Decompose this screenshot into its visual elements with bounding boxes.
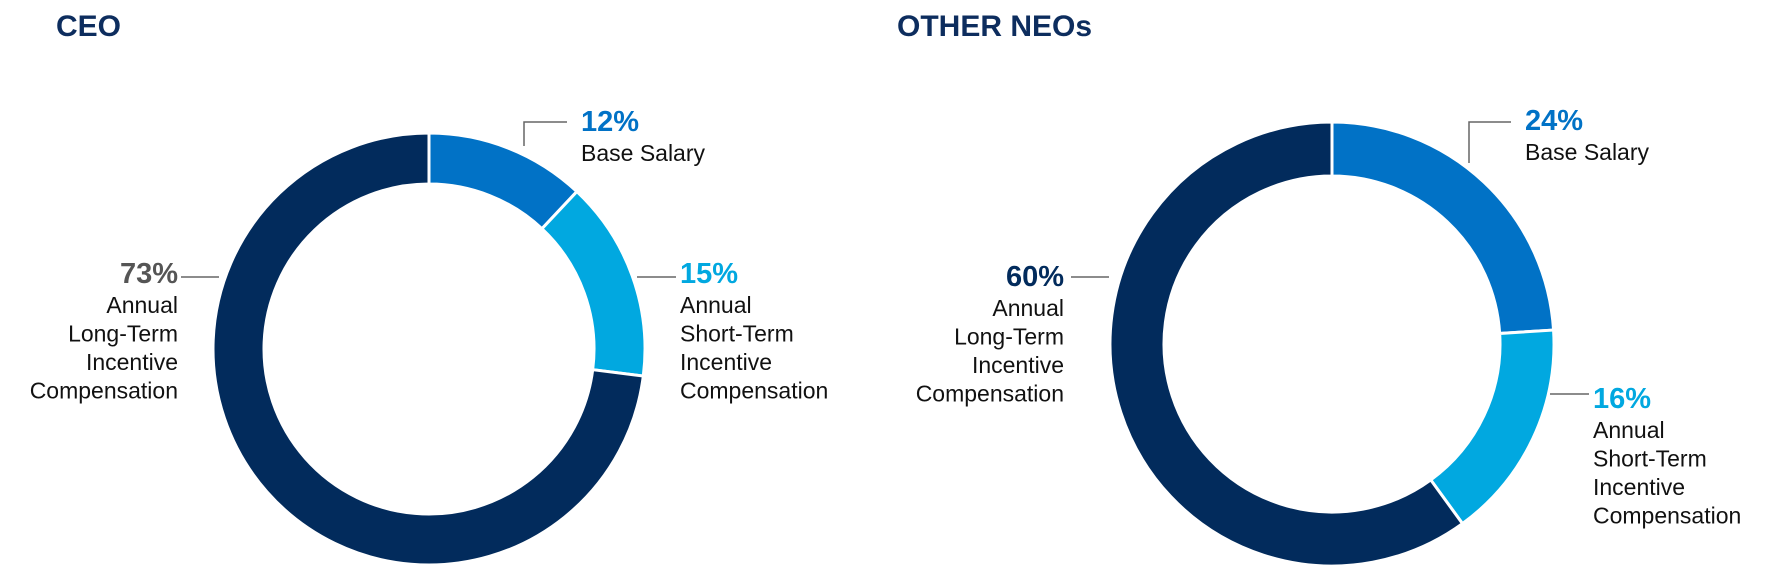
- category-label-annual-short-term-incentive-compensation: Annual: [1593, 417, 1665, 443]
- slice-base-salary: [1330, 120, 1556, 336]
- category-label-annual-long-term-incentive-compensation: Incentive: [972, 352, 1064, 378]
- pct-label-annual-short-term-incentive-compensation: 16%: [1593, 383, 1651, 415]
- category-label-annual-short-term-incentive-compensation: Short-Term: [1593, 446, 1707, 472]
- category-label-base-salary: Base Salary: [581, 140, 706, 166]
- category-label-annual-short-term-incentive-compensation: Compensation: [680, 378, 828, 404]
- category-label-annual-long-term-incentive-compensation: Annual: [106, 292, 178, 318]
- category-label-annual-short-term-incentive-compensation: Compensation: [1593, 503, 1741, 529]
- other-neos-chart-title: OTHER NEOs: [897, 10, 1093, 43]
- pct-label-base-salary: 24%: [1525, 105, 1583, 137]
- pct-label-base-salary: 12%: [581, 106, 639, 138]
- leader-line-base-salary: [523, 121, 567, 146]
- category-label-annual-long-term-incentive-compensation: Long-Term: [954, 324, 1064, 350]
- category-label-annual-short-term-incentive-compensation: Incentive: [1593, 474, 1685, 500]
- pct-label-annual-long-term-incentive-compensation: 60%: [1006, 261, 1064, 293]
- pct-label-annual-short-term-incentive-compensation: 15%: [680, 258, 738, 290]
- category-label-annual-short-term-incentive-compensation: Annual: [680, 292, 752, 318]
- slice-annual-short-term-incentive-compensation: [539, 189, 647, 378]
- category-label-annual-long-term-incentive-compensation: Compensation: [916, 381, 1064, 407]
- ceo-donut: [211, 131, 647, 567]
- category-label-annual-long-term-incentive-compensation: Long-Term: [68, 321, 178, 347]
- category-label-annual-long-term-incentive-compensation: Annual: [992, 295, 1064, 321]
- category-label-annual-long-term-incentive-compensation: Incentive: [86, 349, 178, 375]
- slice-annual-short-term-incentive-compensation: [1428, 328, 1556, 526]
- category-label-annual-short-term-incentive-compensation: Short-Term: [680, 321, 794, 347]
- ceo-chart-title: CEO: [56, 10, 122, 43]
- pct-label-annual-long-term-incentive-compensation: 73%: [120, 258, 178, 290]
- category-label-annual-long-term-incentive-compensation: Compensation: [30, 378, 178, 404]
- category-label-base-salary: Base Salary: [1525, 139, 1650, 165]
- other-neos-donut: [1108, 120, 1556, 568]
- leader-line-base-salary: [1468, 121, 1511, 163]
- category-label-annual-short-term-incentive-compensation: Incentive: [680, 349, 772, 375]
- slice-annual-long-term-incentive-compensation: [1108, 120, 1465, 568]
- slice-annual-long-term-incentive-compensation: [211, 131, 645, 567]
